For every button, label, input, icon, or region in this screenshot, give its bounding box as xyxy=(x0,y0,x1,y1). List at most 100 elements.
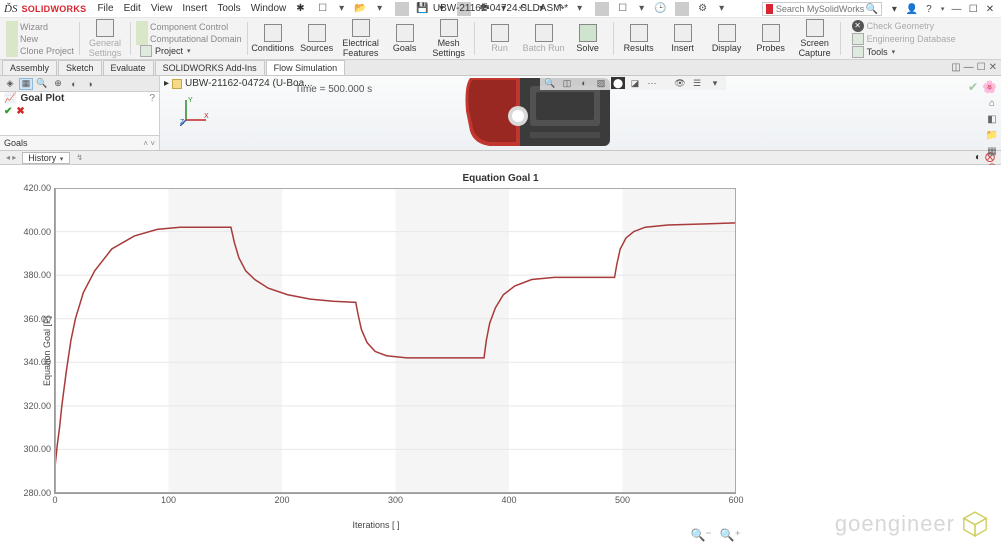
ribbon-new[interactable]: New xyxy=(20,34,38,44)
ribbon: Wizard New Clone Project General Setting… xyxy=(0,18,1001,60)
ribbon-solve[interactable]: Solve xyxy=(566,18,610,59)
select-icon[interactable]: ☐ xyxy=(616,2,630,16)
ribbon-eng-db[interactable]: Engineering Database xyxy=(867,34,956,44)
history-strip: ◂ ▸ History ▾ ↯ ◐⨂ xyxy=(0,151,1001,165)
lp-icon-6[interactable]: ◑ xyxy=(83,78,97,90)
lp-icon-2[interactable]: ▦ xyxy=(19,78,33,90)
ribbon-comp-domain[interactable]: Computational Domain xyxy=(150,34,242,44)
ribbon-conditions[interactable]: Conditions xyxy=(251,18,295,59)
zoom-fit-icon[interactable]: 🔍 xyxy=(543,77,557,89)
tree-root[interactable]: UBW-21162-04724 (U-Boa... xyxy=(185,78,312,89)
new-icon[interactable]: ☐ xyxy=(316,2,330,16)
assembly-icon xyxy=(172,79,182,89)
ribbon-wizard[interactable]: Wizard xyxy=(20,22,48,32)
ribbon-probes[interactable]: Probes xyxy=(749,18,793,59)
search-input[interactable] xyxy=(776,4,866,14)
appearance-icon[interactable]: ◪ xyxy=(628,77,642,89)
tab-flow-simulation[interactable]: Flow Simulation xyxy=(266,60,346,75)
scene-icon[interactable]: ⬤ xyxy=(611,77,625,89)
menu-view[interactable]: View xyxy=(146,3,178,14)
ribbon-mesh[interactable]: Mesh Settings xyxy=(427,18,471,59)
doc-split-icon[interactable]: ◫ xyxy=(951,62,960,73)
tab-evaluate[interactable]: Evaluate xyxy=(103,60,154,75)
chart-zoom-controls: 🔍⁻ 🔍⁺ xyxy=(690,528,741,542)
zoom-out-icon[interactable]: 🔍⁻ xyxy=(690,528,711,542)
menu-star[interactable]: ✱ xyxy=(291,3,309,14)
history-tab[interactable]: History ▾ xyxy=(22,152,70,164)
cancel-icon[interactable]: ✖ xyxy=(16,106,24,117)
accept-icon[interactable]: ✔ xyxy=(4,106,12,117)
lp-icon-1[interactable]: ◈ xyxy=(3,78,17,90)
lp-icon-5[interactable]: ◐ xyxy=(67,78,81,90)
ribbon-insert[interactable]: Insert xyxy=(661,18,705,59)
menu-file[interactable]: File xyxy=(92,3,118,14)
ribbon-project[interactable]: Project xyxy=(155,46,183,56)
menu-edit[interactable]: Edit xyxy=(119,3,146,14)
ribbon-component-control[interactable]: Component Control xyxy=(150,22,228,32)
search-icon[interactable]: 🔍 xyxy=(866,4,878,15)
app-name: SOLIDWORKS xyxy=(19,4,92,14)
tab-sketch[interactable]: Sketch xyxy=(58,60,102,75)
ribbon-display[interactable]: Display xyxy=(705,18,749,59)
rebuild-icon[interactable]: 🕒 xyxy=(654,2,668,16)
chart-title: Equation Goal 1 xyxy=(8,173,993,184)
minimize-icon[interactable]: — xyxy=(949,2,963,16)
ribbon-clone[interactable]: Clone Project xyxy=(20,46,74,56)
ribbon-results[interactable]: Results xyxy=(617,18,661,59)
resources-icon[interactable]: ◧ xyxy=(985,112,999,126)
ribbon-sources[interactable]: Sources xyxy=(295,18,339,59)
help-down-icon[interactable]: ▾ xyxy=(887,2,901,16)
tab-assembly[interactable]: Assembly xyxy=(2,60,57,75)
options-icon[interactable]: ⚙ xyxy=(696,2,710,16)
ribbon-check-geometry[interactable]: Check Geometry xyxy=(867,21,935,31)
ds-logo: ĎS xyxy=(4,3,17,15)
check-geom-close-icon[interactable]: ✕ xyxy=(852,20,864,32)
tab-addins[interactable]: SOLIDWORKS Add-Ins xyxy=(155,60,265,75)
library-icon[interactable]: 📁 xyxy=(985,128,999,142)
lp-icon-3[interactable]: 🔍 xyxy=(35,78,49,90)
save-icon[interactable]: 💾 xyxy=(416,2,430,16)
history-clear-icon[interactable]: ↯ xyxy=(76,153,83,162)
doc-min-icon[interactable]: — xyxy=(964,62,974,73)
view-orient-icon[interactable]: ◫ xyxy=(560,77,574,89)
open-icon[interactable]: 📂 xyxy=(354,2,368,16)
zoom-in-icon[interactable]: 🔍⁺ xyxy=(720,528,741,542)
doc-window-controls: ◫ — ☐ ✕ xyxy=(951,62,997,73)
chart-area: Equation Goal 1 Equation Goal [F] 280.00… xyxy=(0,165,1001,544)
expand-icon[interactable]: ▸ xyxy=(164,78,169,89)
ribbon-goals[interactable]: Goals xyxy=(383,18,427,59)
lp-icon-4[interactable]: ⊕ xyxy=(51,78,65,90)
section-icon[interactable]: ▨ xyxy=(594,77,608,89)
home-icon[interactable]: ⌂ xyxy=(985,96,999,110)
search-box[interactable]: 🔍 xyxy=(762,2,882,16)
menu-window[interactable]: Window xyxy=(246,3,292,14)
hide-show-icon[interactable]: 👁 xyxy=(673,77,687,89)
svg-text:Y: Y xyxy=(188,97,193,104)
left-pane-icon-bar: ◈ ▦ 🔍 ⊕ ◐ ◑ xyxy=(0,76,159,92)
display-pane-icon[interactable]: ☰ xyxy=(690,77,704,89)
close-icon[interactable]: ✕ xyxy=(983,2,997,16)
maximize-icon[interactable]: ☐ xyxy=(966,2,980,16)
menu-insert[interactable]: Insert xyxy=(177,3,212,14)
user-icon[interactable]: 👤 xyxy=(905,2,919,16)
goal-plot-label: Goal Plot xyxy=(20,93,64,104)
chart-plot[interactable]: 280.00300.00320.00340.00360.00380.00400.… xyxy=(54,188,736,494)
ribbon-screen-capture[interactable]: Screen Capture xyxy=(793,18,837,59)
more-icon[interactable]: ⋯ xyxy=(645,77,659,89)
ribbon-tools[interactable]: Tools xyxy=(867,47,888,57)
display-style-icon[interactable]: ◐ xyxy=(577,77,591,89)
chart-xlabel: Iterations [ ] xyxy=(352,520,399,530)
goal-plot-icon: 📈 xyxy=(4,93,16,104)
cancel-big-icon[interactable]: 🌸 xyxy=(982,80,997,94)
goal-plot-help-icon[interactable]: ? xyxy=(149,93,155,104)
ribbon-electrical[interactable]: Electrical Features xyxy=(339,18,383,59)
goals-bar[interactable]: Goals˄ ˅ xyxy=(0,135,159,150)
chart-opt1-icon[interactable]: ◐ xyxy=(975,152,981,163)
check-big-icon[interactable]: ✔ xyxy=(968,80,978,94)
document-title: UBW-21162-04724.SLDASM * xyxy=(433,3,568,14)
view-palette-icon[interactable]: ▦ xyxy=(985,144,999,158)
doc-close-icon[interactable]: ✕ xyxy=(989,62,997,73)
menu-tools[interactable]: Tools xyxy=(212,3,245,14)
help-icon[interactable]: ? xyxy=(922,2,936,16)
doc-max-icon[interactable]: ☐ xyxy=(977,62,986,73)
